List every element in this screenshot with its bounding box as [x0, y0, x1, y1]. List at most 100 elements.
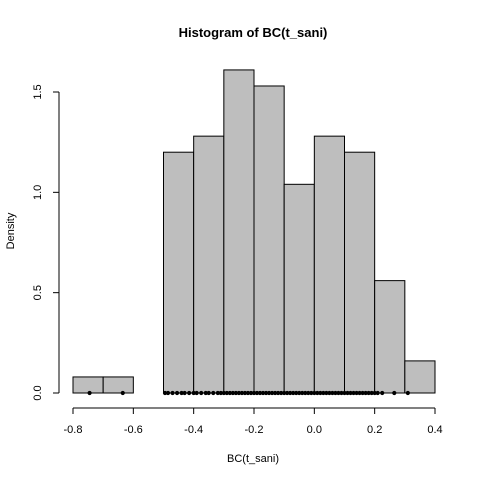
rug-point-10 — [194, 390, 199, 396]
x-axis: -0.8 -0.6 -0.4 -0.2 0.0 0.2 0.4 — [64, 407, 443, 436]
rug-point-69 — [380, 390, 385, 396]
rug-point-54 — [333, 390, 338, 396]
rug-point-51 — [324, 390, 329, 396]
rug-point-18 — [224, 390, 229, 396]
histogram-bar-1 — [102, 376, 134, 394]
rug-point-71 — [405, 390, 410, 396]
x-tick-label-0: -0.8 — [64, 424, 83, 436]
chart-title: Histogram of BC(t_sani) — [179, 25, 328, 40]
histogram-bars — [72, 69, 436, 394]
rug-point-27 — [251, 390, 257, 396]
rug-point-5 — [174, 390, 180, 396]
rug-point-22 — [236, 390, 242, 396]
rug-point-0 — [87, 390, 92, 396]
rug-point-36 — [279, 390, 284, 396]
histogram-bar-5 — [223, 69, 255, 394]
rug-point-43 — [300, 390, 305, 396]
rug-point-11 — [199, 390, 204, 396]
rug-point-23 — [239, 390, 245, 396]
y-axis: 0.0 0.5 1.0 1.5 — [32, 84, 60, 401]
rug-point-13 — [206, 390, 211, 396]
rug-point-63 — [360, 390, 365, 396]
rug-point-16 — [218, 390, 223, 396]
rug-point-20 — [230, 390, 235, 396]
x-axis-label: BC(t_sani) — [227, 453, 279, 465]
y-tick-label-1: 0.5 — [32, 285, 44, 300]
x-tick-label-5: 0.2 — [367, 424, 382, 436]
histogram-bar-10 — [374, 280, 406, 394]
rug-point-55 — [336, 390, 341, 396]
rug-point-28 — [254, 390, 260, 396]
rug-point-42 — [297, 390, 302, 396]
x-tick-label-3: -0.2 — [245, 424, 264, 436]
histogram-bar-7 — [283, 183, 315, 394]
rug-point-3 — [165, 390, 171, 396]
y-tick-label-0: 0.0 — [32, 385, 44, 400]
rug-point-40 — [291, 390, 296, 396]
rug-point-44 — [303, 390, 308, 396]
histogram-bar-3 — [163, 151, 195, 394]
rug-point-25 — [245, 390, 251, 396]
rug-point-2 — [162, 390, 168, 396]
rug-point-1 — [120, 390, 125, 396]
rug-point-48 — [315, 390, 320, 396]
rug-point-7 — [182, 390, 187, 396]
histogram-bar-4 — [193, 135, 225, 394]
rug-point-34 — [273, 390, 278, 396]
rug-point-8 — [187, 390, 192, 396]
rug-point-30 — [260, 390, 266, 396]
histogram-bar-6 — [253, 85, 285, 394]
rug-point-21 — [233, 390, 238, 396]
rug-point-35 — [276, 390, 281, 396]
rug-point-33 — [270, 390, 275, 396]
rug-point-46 — [309, 390, 314, 396]
rug-point-47 — [312, 390, 317, 396]
rug-point-19 — [227, 390, 232, 396]
rug-point-50 — [321, 390, 326, 396]
rug-point-32 — [266, 390, 272, 396]
rug-point-52 — [327, 390, 332, 396]
rug-point-12 — [203, 390, 208, 396]
rug-point-60 — [351, 390, 356, 396]
x-tick-label-4: 0.0 — [307, 424, 322, 436]
rug-point-68 — [375, 390, 380, 396]
rug-point-26 — [248, 390, 254, 396]
rug-point-37 — [282, 390, 287, 396]
rug-point-65 — [366, 390, 371, 396]
rug-point-56 — [339, 390, 344, 396]
rug-point-70 — [392, 390, 397, 396]
rug-points — [87, 390, 410, 396]
rug-point-49 — [318, 390, 323, 396]
rug-point-61 — [354, 390, 359, 396]
rug-point-67 — [372, 390, 377, 396]
rug-point-57 — [342, 390, 347, 396]
histogram-bar-8 — [313, 135, 346, 394]
rug-point-24 — [242, 390, 248, 396]
x-tick-label-2: -0.4 — [184, 424, 203, 436]
rug-point-9 — [191, 390, 196, 396]
rug-point-15 — [215, 390, 220, 396]
rug-point-39 — [288, 390, 293, 396]
rug-point-64 — [363, 390, 368, 396]
rug-point-29 — [257, 390, 263, 396]
y-axis-label: Density — [5, 212, 17, 249]
histogram-bar-9 — [344, 151, 376, 394]
rug-point-66 — [369, 390, 374, 396]
rug-point-53 — [330, 390, 335, 396]
rug-point-45 — [306, 390, 311, 396]
rug-point-6 — [179, 390, 184, 396]
rug-point-31 — [263, 390, 269, 396]
rug-point-41 — [294, 390, 299, 396]
histogram-bar-11 — [404, 360, 436, 394]
rug-point-14 — [211, 390, 216, 396]
y-tick-label-3: 1.5 — [32, 84, 44, 99]
x-tick-label-6: 0.4 — [427, 424, 442, 436]
rug-point-59 — [348, 390, 353, 396]
y-tick-label-2: 1.0 — [32, 185, 44, 200]
histogram-bar-0 — [72, 376, 104, 394]
rug-point-62 — [357, 390, 362, 396]
rug-point-4 — [170, 390, 175, 396]
rug-point-38 — [285, 390, 290, 396]
x-tick-label-1: -0.6 — [124, 424, 143, 436]
